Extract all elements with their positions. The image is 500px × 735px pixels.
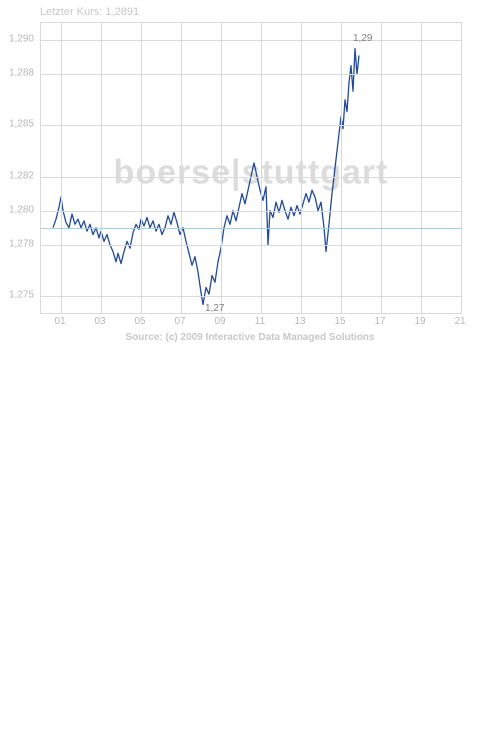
- y-tick-label: 1,290: [9, 34, 34, 45]
- y-gridline: [41, 40, 461, 41]
- x-gridline: [101, 23, 102, 313]
- chart-annotation: 1,29: [353, 33, 372, 44]
- y-gridline: [41, 177, 461, 178]
- chart-title: Letzter Kurs: 1,2891: [40, 6, 139, 18]
- x-tick-label: 07: [174, 316, 185, 327]
- x-tick-label: 15: [334, 316, 345, 327]
- x-gridline: [221, 23, 222, 313]
- y-gridline: [41, 245, 461, 246]
- x-gridline: [61, 23, 62, 313]
- y-tick-label: 1,275: [9, 289, 34, 300]
- y-tick-label: 1,285: [9, 119, 34, 130]
- y-gridline: [41, 296, 461, 297]
- y-gridline: [41, 211, 461, 212]
- source-caption: Source: (c) 2009 Interactive Data Manage…: [0, 332, 500, 343]
- chart-annotation: 1,27: [205, 303, 224, 314]
- x-tick-label: 11: [255, 316, 265, 327]
- x-tick-label: 21: [454, 316, 465, 327]
- x-gridline: [261, 23, 262, 313]
- y-tick-label: 1,282: [9, 170, 34, 181]
- y-tick-label: 1,278: [9, 238, 34, 249]
- y-gridline: [41, 74, 461, 75]
- x-tick-label: 01: [54, 316, 65, 327]
- x-tick-label: 19: [414, 316, 425, 327]
- x-gridline: [181, 23, 182, 313]
- x-tick-label: 03: [94, 316, 105, 327]
- chart-container: { "chart": { "type": "line", "title": "L…: [0, 0, 500, 735]
- x-tick-label: 09: [214, 316, 225, 327]
- y-tick-label: 1,280: [9, 204, 34, 215]
- x-gridline: [381, 23, 382, 313]
- y-gridline: [41, 125, 461, 126]
- x-tick-label: 17: [374, 316, 385, 327]
- x-tick-label: 13: [294, 316, 305, 327]
- reference-line: [41, 228, 461, 229]
- x-tick-label: 05: [134, 316, 145, 327]
- y-tick-label: 1,288: [9, 68, 34, 79]
- x-gridline: [461, 23, 462, 313]
- x-gridline: [301, 23, 302, 313]
- x-gridline: [341, 23, 342, 313]
- price-series: [41, 23, 461, 313]
- plot-area: boerse|stuttgart: [40, 22, 462, 314]
- x-gridline: [421, 23, 422, 313]
- x-gridline: [141, 23, 142, 313]
